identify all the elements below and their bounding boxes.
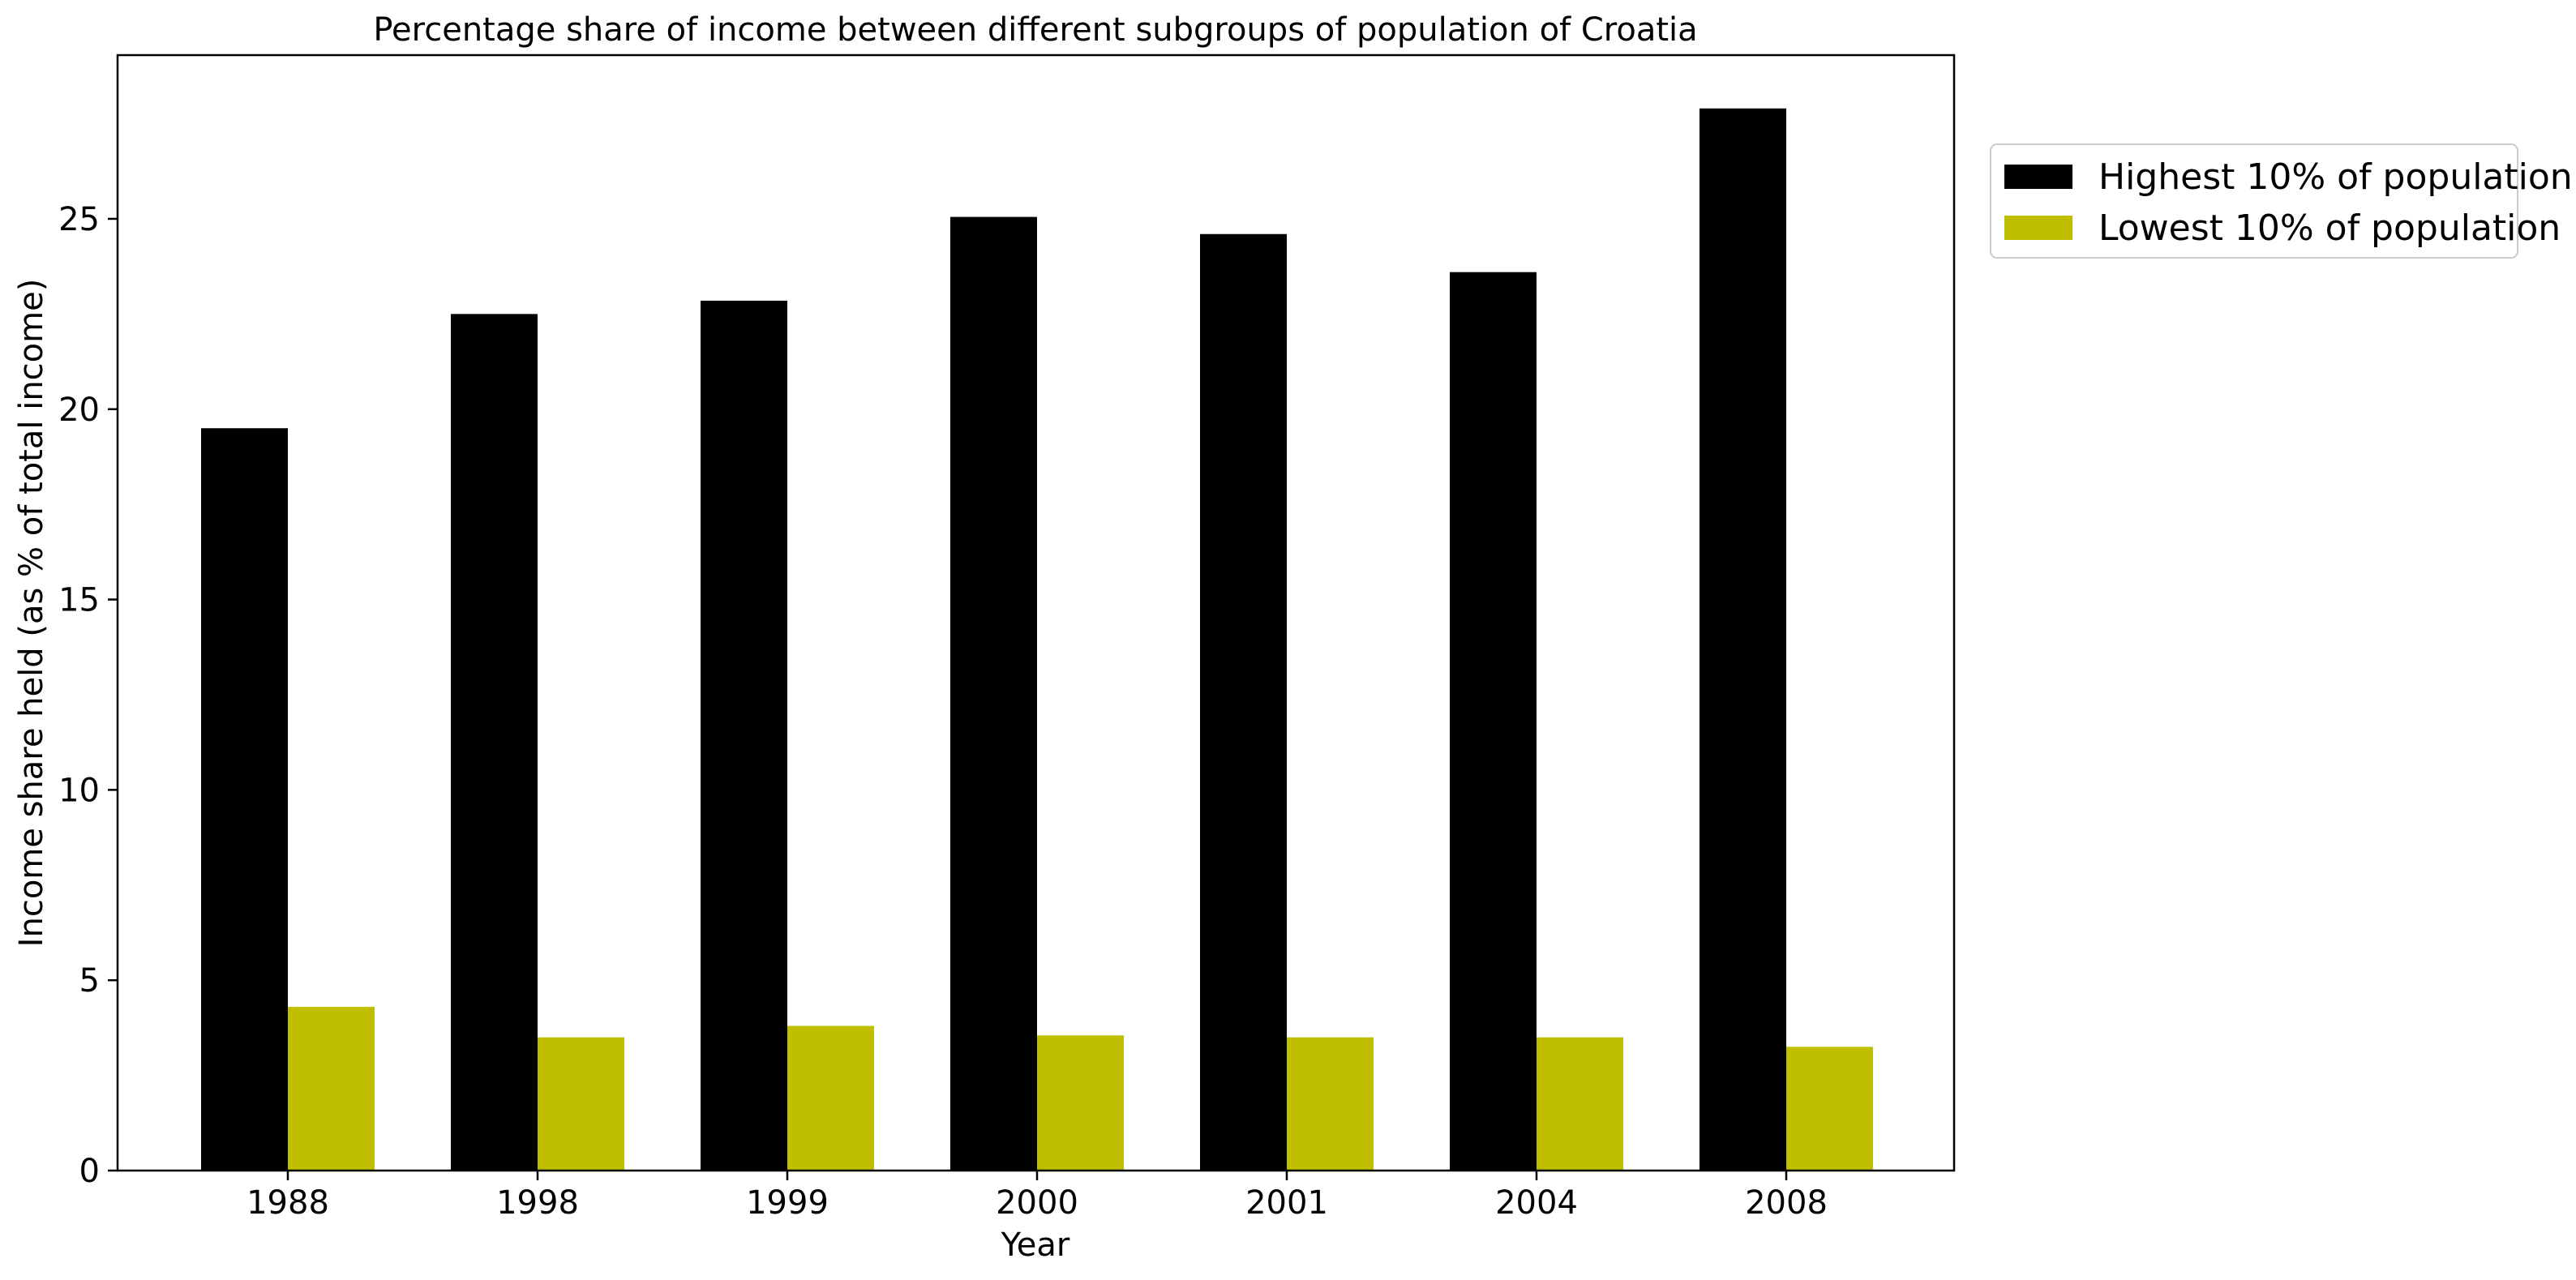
x-tick-label-2004: 2004 — [1495, 1184, 1578, 1222]
legend-label-highest-10: Highest 10% of population — [2098, 156, 2573, 198]
legend-label-lowest-10: Lowest 10% of population — [2098, 208, 2561, 249]
x-tick-label-1988: 1988 — [246, 1184, 329, 1222]
bar-highest-10-2000 — [950, 216, 1037, 1171]
bar-highest-10-2004 — [1450, 272, 1537, 1171]
y-tick-label-20: 20 — [58, 392, 100, 429]
bar-lowest-10-2008 — [1786, 1047, 1873, 1171]
bars-group — [201, 108, 1873, 1171]
y-tick-label-0: 0 — [79, 1153, 100, 1190]
bar-lowest-10-2001 — [1287, 1037, 1374, 1171]
legend-swatch-highest-10 — [2004, 165, 2072, 189]
y-tick-label-10: 10 — [58, 772, 100, 809]
x-tick-label-1998: 1998 — [496, 1184, 579, 1222]
bar-lowest-10-2000 — [1037, 1035, 1124, 1171]
x-axis-label: Year — [1001, 1226, 1070, 1264]
bar-highest-10-1999 — [701, 300, 787, 1171]
chart-title: Percentage share of income between diffe… — [373, 11, 1697, 49]
bar-highest-10-2001 — [1200, 233, 1287, 1171]
x-tick-label-1999: 1999 — [746, 1184, 829, 1222]
x-axis-ticks: 1988 1998 1999 2000 2001 2004 2008 — [246, 1171, 1828, 1222]
y-tick-label-5: 5 — [79, 962, 100, 1000]
bar-lowest-10-1998 — [538, 1037, 624, 1171]
bar-highest-10-1998 — [451, 314, 538, 1171]
plot-area-frame — [116, 54, 1956, 1172]
x-tick-label-2008: 2008 — [1745, 1184, 1828, 1222]
bar-lowest-10-2004 — [1537, 1037, 1623, 1171]
legend: Highest 10% of population Lowest 10% of … — [1990, 143, 2573, 259]
bar-highest-10-1988 — [201, 428, 288, 1171]
x-tick-label-2001: 2001 — [1245, 1184, 1328, 1222]
bar-lowest-10-1999 — [787, 1025, 874, 1171]
legend-swatch-lowest-10 — [2004, 216, 2072, 240]
bar-highest-10-2008 — [1699, 108, 1786, 1171]
y-tick-label-15: 15 — [58, 582, 100, 619]
y-tick-label-25: 25 — [58, 201, 100, 238]
bar-lowest-10-1988 — [288, 1007, 375, 1171]
y-axis-label: Income share held (as % of total income) — [13, 279, 50, 948]
x-tick-label-2000: 2000 — [996, 1184, 1078, 1222]
legend-frame — [1990, 143, 2518, 259]
y-axis-ticks: 0 5 10 15 20 25 — [58, 201, 118, 1190]
